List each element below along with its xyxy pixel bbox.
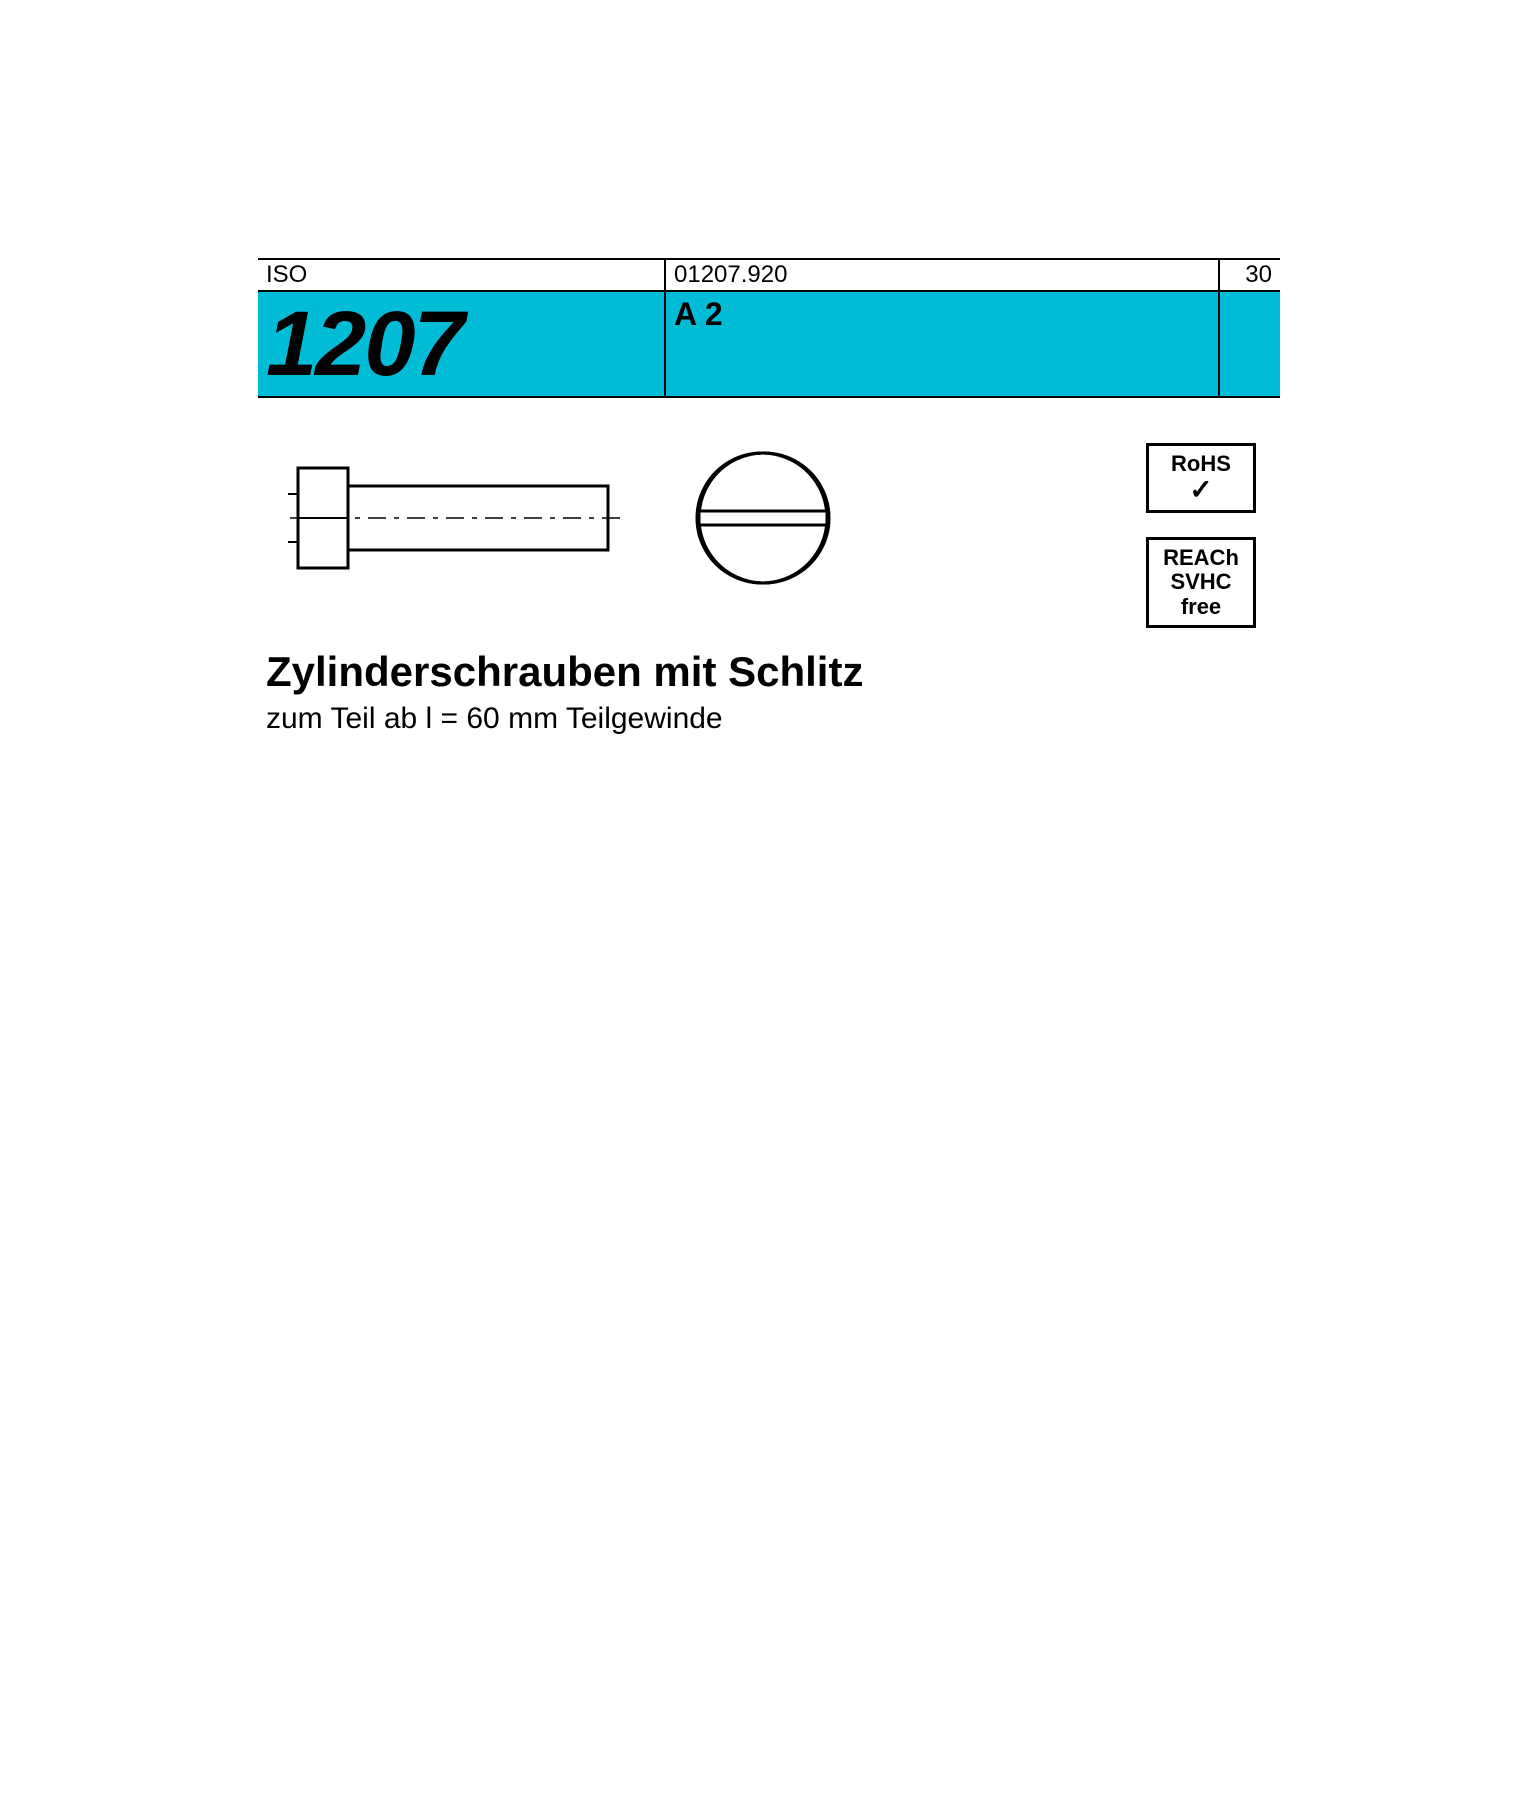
compliance-badges: RoHS ✓ REACh SVHC free <box>1146 443 1256 628</box>
right-value: 30 <box>1220 260 1280 290</box>
screw-top-view-icon <box>688 443 838 593</box>
reach-badge: REACh SVHC free <box>1146 537 1256 628</box>
empty-cell <box>1220 292 1280 396</box>
standard-number-cell: 1207 <box>258 292 666 396</box>
diagram-area: RoHS ✓ REACh SVHC free <box>258 398 1280 618</box>
screw-side-view-icon <box>288 458 628 578</box>
description-area: Zylinderschrauben mit Schlitz zum Teil a… <box>258 618 1280 736</box>
material-cell: A 2 <box>666 292 1220 396</box>
reach-line1: REACh <box>1153 546 1249 570</box>
standard-label: ISO <box>258 260 666 290</box>
reach-line3: free <box>1153 595 1249 619</box>
product-title: Zylinderschrauben mit Schlitz <box>266 648 1280 696</box>
rohs-badge: RoHS ✓ <box>1146 443 1256 513</box>
header-row-1: ISO 01207.920 30 <box>258 258 1280 292</box>
standard-number: 1207 <box>266 298 463 390</box>
article-number: 01207.920 <box>666 260 1220 290</box>
header-row-2: 1207 A 2 <box>258 292 1280 398</box>
check-icon: ✓ <box>1153 476 1249 504</box>
rohs-label: RoHS <box>1153 452 1249 476</box>
datasheet-page: ISO 01207.920 30 1207 A 2 <box>258 258 1280 1280</box>
reach-line2: SVHC <box>1153 570 1249 594</box>
product-subtitle: zum Teil ab l = 60 mm Teilgewinde <box>266 702 1280 736</box>
